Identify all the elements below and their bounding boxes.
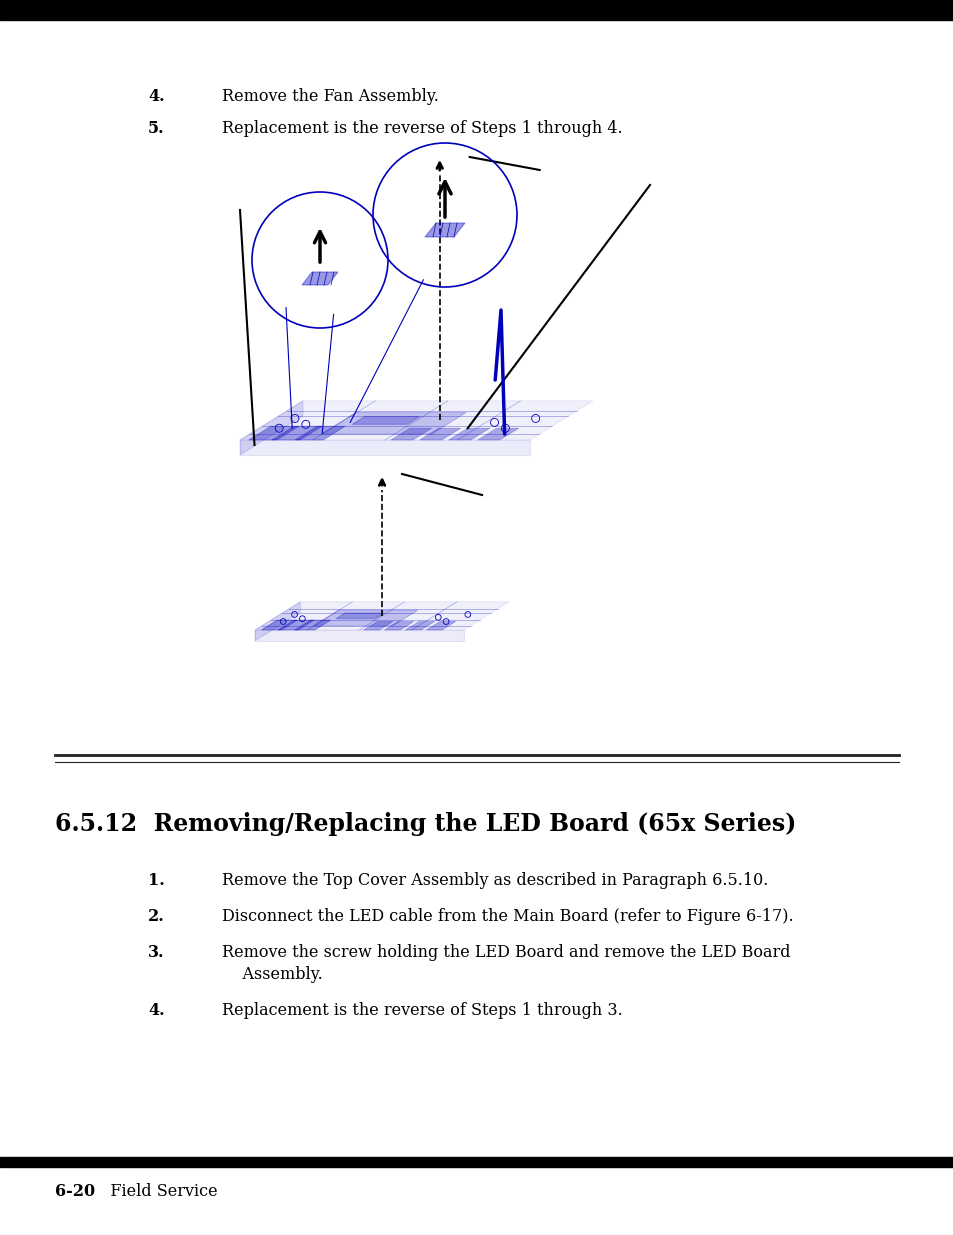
Bar — [0, 0, 953, 20]
Polygon shape — [391, 429, 432, 440]
Text: Assembly.: Assembly. — [222, 966, 322, 983]
Polygon shape — [254, 601, 300, 641]
Text: Disconnect the LED cable from the Main Board (refer to Figure 6-17).: Disconnect the LED cable from the Main B… — [222, 908, 793, 925]
Polygon shape — [314, 610, 417, 626]
Polygon shape — [249, 426, 298, 440]
Polygon shape — [352, 416, 419, 425]
Polygon shape — [477, 429, 518, 440]
Text: 2.: 2. — [148, 908, 165, 925]
Polygon shape — [302, 272, 337, 285]
Polygon shape — [294, 426, 345, 440]
Text: Remove the screw holding the LED Board and remove the LED Board: Remove the screw holding the LED Board a… — [222, 944, 790, 961]
Polygon shape — [448, 429, 489, 440]
Text: Remove the Top Cover Assembly as described in Paragraph 6.5.10.: Remove the Top Cover Assembly as describ… — [222, 872, 767, 889]
Polygon shape — [254, 601, 509, 630]
Polygon shape — [277, 620, 314, 630]
Text: 6.5.12  Removing/Replacing the LED Board (65x Series): 6.5.12 Removing/Replacing the LED Board … — [55, 811, 796, 836]
Text: Replacement is the reverse of Steps 1 through 3.: Replacement is the reverse of Steps 1 th… — [222, 1002, 622, 1019]
Polygon shape — [384, 621, 414, 630]
Polygon shape — [240, 401, 593, 440]
Polygon shape — [272, 426, 321, 440]
Polygon shape — [363, 621, 393, 630]
Text: Remove the Fan Assembly.: Remove the Fan Assembly. — [222, 88, 438, 105]
Polygon shape — [335, 613, 384, 619]
Text: Replacement is the reverse of Steps 1 through 4.: Replacement is the reverse of Steps 1 th… — [222, 120, 622, 137]
Bar — [0, 1157, 953, 1167]
Text: 6-20: 6-20 — [55, 1183, 95, 1200]
Polygon shape — [321, 412, 466, 435]
Polygon shape — [419, 429, 460, 440]
Polygon shape — [261, 620, 297, 630]
Text: 4.: 4. — [148, 88, 165, 105]
Text: 4.: 4. — [148, 1002, 165, 1019]
Polygon shape — [424, 224, 464, 237]
Text: Field Service: Field Service — [95, 1183, 217, 1200]
Text: 3.: 3. — [148, 944, 164, 961]
Polygon shape — [405, 621, 435, 630]
Polygon shape — [240, 401, 303, 454]
Polygon shape — [240, 440, 530, 454]
Text: 5.: 5. — [148, 120, 165, 137]
Text: 1.: 1. — [148, 872, 165, 889]
Polygon shape — [254, 630, 463, 641]
Polygon shape — [426, 621, 456, 630]
Polygon shape — [294, 620, 331, 630]
